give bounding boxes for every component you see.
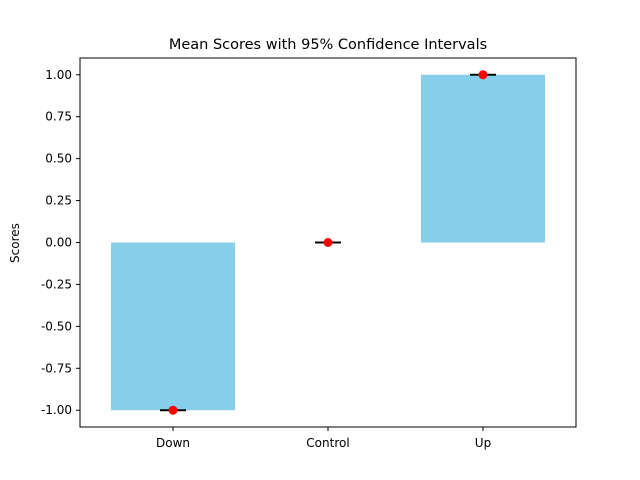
bars-layer	[111, 74, 545, 411]
errorbars-layer	[160, 70, 496, 415]
y-tick-label: 0.75	[45, 110, 72, 124]
x-tick-label: Up	[475, 436, 491, 450]
mean-marker-control	[323, 238, 333, 247]
y-tick-label: 0.50	[45, 152, 72, 166]
y-tick-label: -0.75	[41, 361, 72, 375]
plot-frame	[79, 57, 577, 428]
ticks-layer: Down Control Up -1.00 -0.75 -0.50 -0.25 0.00 0.2…	[41, 68, 491, 450]
y-tick-label: 0.25	[45, 194, 72, 208]
bar-down	[111, 242, 235, 411]
mean-marker-down	[168, 405, 178, 415]
bar-up	[421, 74, 545, 243]
y-tick-label: 0.00	[45, 236, 72, 250]
y-tick-label: -1.00	[41, 403, 72, 417]
y-axis-label: Scores	[8, 223, 22, 263]
y-tick-label: -0.25	[41, 277, 72, 291]
x-tick-label: Control	[306, 436, 349, 450]
y-tick-label: -0.50	[41, 319, 72, 333]
chart-title: Mean Scores with 95% Confidence Interval…	[169, 37, 487, 53]
x-tick-label: Down	[156, 436, 190, 450]
y-tick-label: 1.00	[45, 68, 72, 82]
mean-marker-up	[478, 70, 488, 80]
